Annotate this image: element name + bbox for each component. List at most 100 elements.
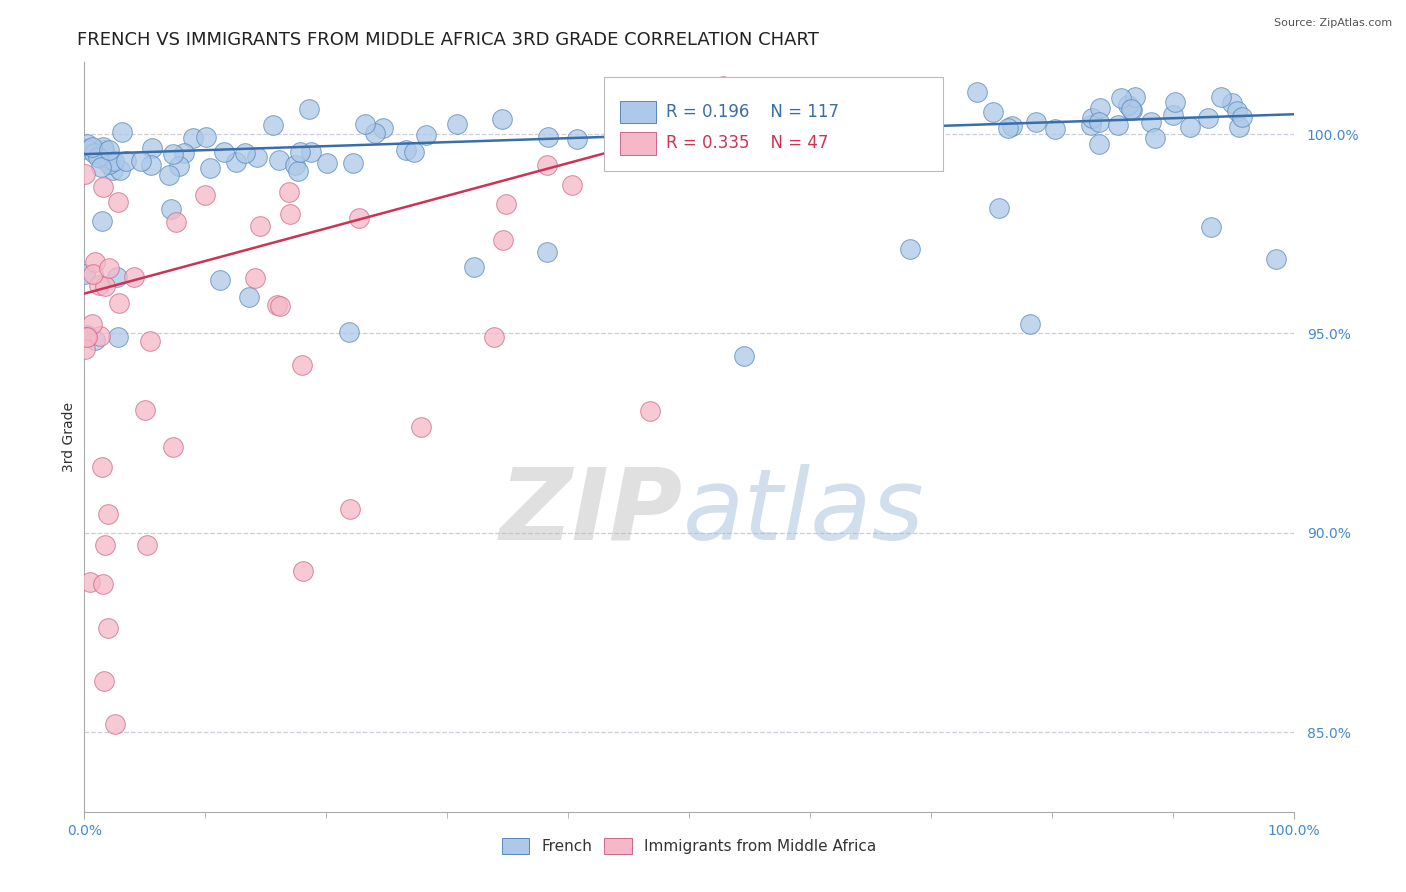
Point <box>107 194 129 209</box>
Point <box>1230 110 1253 124</box>
Point <box>711 79 734 94</box>
Point <box>1139 114 1161 128</box>
Point <box>94 538 117 552</box>
Point <box>83 146 105 161</box>
Point <box>720 112 742 127</box>
Point <box>616 121 638 136</box>
Point <box>1161 108 1184 122</box>
Point <box>165 214 187 228</box>
Point <box>139 158 162 172</box>
Point <box>139 334 162 349</box>
Point <box>638 403 661 417</box>
Point <box>565 132 588 146</box>
Point <box>315 156 337 170</box>
Point <box>1025 114 1047 128</box>
Point <box>278 185 301 199</box>
Point <box>536 158 558 172</box>
Point <box>105 270 128 285</box>
Point <box>194 130 217 145</box>
Point <box>614 125 637 139</box>
Point <box>76 327 98 342</box>
Point <box>1180 120 1202 134</box>
Point <box>90 460 112 475</box>
Point <box>695 120 717 135</box>
Point <box>200 161 222 175</box>
Point <box>1197 112 1219 126</box>
Point <box>225 155 247 169</box>
Point <box>1226 103 1249 118</box>
Point <box>898 242 921 256</box>
Point <box>266 298 288 312</box>
Point <box>76 137 98 152</box>
Point <box>612 143 634 157</box>
Point <box>997 121 1019 136</box>
Point <box>98 261 121 276</box>
Point <box>1143 131 1166 145</box>
Point <box>983 104 1005 119</box>
Point <box>605 146 627 161</box>
Point <box>141 141 163 155</box>
Point <box>1109 91 1132 105</box>
Point <box>75 330 97 344</box>
Point <box>75 342 97 356</box>
Point <box>561 178 583 192</box>
Point <box>1211 90 1233 104</box>
Point <box>364 126 387 140</box>
Point <box>98 157 121 171</box>
Point <box>249 219 271 233</box>
Point <box>91 576 114 591</box>
Point <box>299 145 322 160</box>
Point <box>762 146 785 161</box>
Point <box>82 140 104 154</box>
Point <box>1107 118 1129 132</box>
Point <box>238 290 260 304</box>
Point <box>1121 103 1143 118</box>
Point <box>747 121 769 136</box>
Point <box>269 299 291 313</box>
FancyBboxPatch shape <box>620 132 657 154</box>
Text: Source: ZipAtlas.com: Source: ZipAtlas.com <box>1274 18 1392 28</box>
Point <box>1201 220 1223 235</box>
Point <box>813 142 835 156</box>
Point <box>1019 317 1042 331</box>
Point <box>87 277 110 292</box>
Point <box>101 162 124 177</box>
Point <box>702 136 724 150</box>
Point <box>94 279 117 293</box>
Point <box>723 132 745 146</box>
Point <box>870 153 893 168</box>
Point <box>491 112 513 126</box>
Point <box>110 124 132 138</box>
Point <box>93 143 115 157</box>
Point <box>1164 95 1187 109</box>
Point <box>84 255 107 269</box>
Point <box>89 152 111 166</box>
Point <box>537 130 560 145</box>
Point <box>246 150 269 164</box>
Y-axis label: 3rd Grade: 3rd Grade <box>62 402 76 472</box>
Point <box>91 140 114 154</box>
Point <box>1229 120 1251 134</box>
Point <box>1264 252 1286 267</box>
Point <box>97 620 120 634</box>
Point <box>76 142 98 156</box>
Point <box>134 403 156 417</box>
Point <box>157 169 180 183</box>
Point <box>714 124 737 138</box>
Point <box>1043 121 1066 136</box>
Point <box>262 118 284 132</box>
Point <box>733 349 755 363</box>
Point <box>915 101 938 115</box>
Point <box>1081 111 1104 125</box>
Point <box>87 150 110 164</box>
Point <box>181 131 204 145</box>
Point <box>415 128 437 142</box>
Point <box>627 118 650 132</box>
Point <box>342 155 364 169</box>
Point <box>108 296 131 310</box>
Point <box>395 143 418 157</box>
Point <box>103 153 125 168</box>
Point <box>91 180 114 194</box>
Point <box>100 153 122 167</box>
Point <box>108 162 131 177</box>
